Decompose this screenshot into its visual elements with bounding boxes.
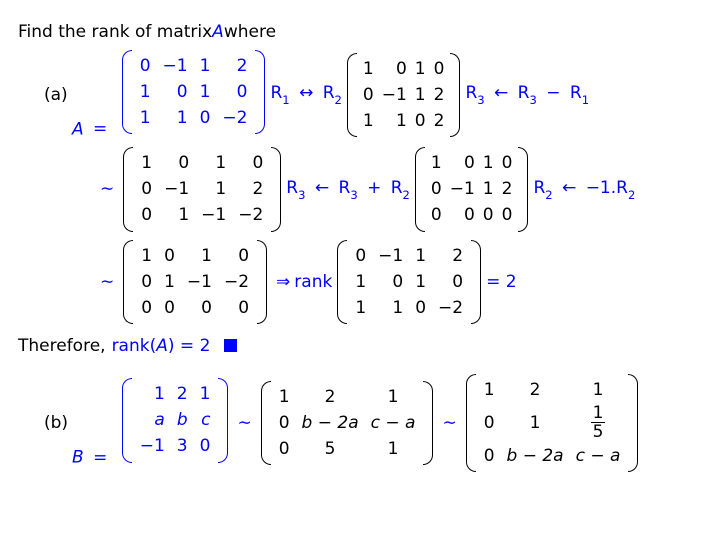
partA-line3: ∼ 1010 01−1−2 0000 ⇒ rank 0−112 1010 110… bbox=[18, 240, 701, 324]
lhs-A: A = 0−112 1010 110−2 bbox=[72, 50, 270, 139]
matrix-A5: 1010 01−1−2 0000 bbox=[122, 240, 268, 324]
var-A: A bbox=[72, 119, 84, 139]
swap-arrow: ↔ bbox=[299, 83, 313, 103]
title-line: Find the rank of matrix A where bbox=[18, 22, 701, 42]
assign-arrow-3: ← bbox=[562, 178, 576, 198]
matrix-B3: 121 0 1 1 5 0b − 2ac − a bbox=[465, 374, 640, 472]
partA-label: (a) bbox=[44, 85, 72, 105]
sim-b2: ∼ bbox=[442, 413, 456, 433]
sim-b1: ∼ bbox=[237, 413, 251, 433]
rank-A-stmt: rank(A) = 2 bbox=[112, 336, 211, 356]
partA-line1: (a) A = 0−112 1010 110−2 R1 ↔ R2 1010 0−… bbox=[18, 50, 701, 139]
rowop-neg1r2: R2 ← −1.R2 bbox=[533, 178, 635, 200]
rowop-swap: R1 ↔ R2 bbox=[270, 83, 341, 105]
title-suffix: where bbox=[224, 22, 276, 42]
rank-result: = 2 bbox=[486, 272, 516, 292]
partB-line: (b) B = 121 abc −130 ∼ 121 0b − 2ac − a … bbox=[18, 374, 701, 472]
matrix-A3: 1010 0−112 01−1−2 bbox=[122, 147, 282, 231]
sim-2: ∼ bbox=[100, 272, 114, 292]
matrix-B1: 121 abc −130 bbox=[121, 378, 230, 462]
matrix-A6: 0−112 1010 110−2 bbox=[336, 240, 482, 324]
rowop-r3-r1: R3 ← R3 − R1 bbox=[465, 83, 589, 105]
rank-word: rank bbox=[294, 272, 332, 292]
lhs-B: B = 121 abc −130 bbox=[72, 378, 233, 467]
assign-arrow-1: ← bbox=[494, 83, 508, 103]
title-var: A bbox=[212, 22, 224, 42]
qed-box bbox=[224, 339, 237, 352]
eq-sign-b: = bbox=[93, 448, 107, 468]
implies-arrow: ⇒ bbox=[276, 272, 290, 292]
fraction-1-5: 1 5 bbox=[591, 405, 606, 441]
matrix-B2: 121 0b − 2ac − a 051 bbox=[260, 381, 435, 465]
R-b: R bbox=[323, 83, 335, 103]
plus-op: + bbox=[367, 178, 381, 198]
matrix-A2: 1010 0−112 1102 bbox=[346, 53, 462, 137]
matrix-A4: 1010 0−112 0000 bbox=[414, 147, 530, 231]
assign-arrow-2: ← bbox=[315, 178, 329, 198]
partB-label: (b) bbox=[44, 413, 72, 433]
minus-op: − bbox=[546, 83, 560, 103]
var-B: B bbox=[72, 448, 84, 468]
neg1: −1 bbox=[586, 178, 611, 198]
therefore-line: Therefore, rank(A) = 2 bbox=[18, 336, 701, 356]
sim-1: ∼ bbox=[100, 179, 114, 199]
title-prefix: Find the rank of matrix bbox=[18, 22, 212, 42]
therefore-prefix: Therefore, bbox=[18, 336, 106, 356]
R-a: R bbox=[270, 83, 282, 103]
rowop-r3-r2: R3 ← R3 + R2 bbox=[286, 178, 410, 200]
matrix-A1: 0−112 1010 110−2 bbox=[121, 50, 267, 134]
partA-line2: ∼ 1010 0−112 01−1−2 R3 ← R3 + R2 1010 0−… bbox=[18, 147, 701, 231]
eq-sign: = bbox=[93, 119, 107, 139]
